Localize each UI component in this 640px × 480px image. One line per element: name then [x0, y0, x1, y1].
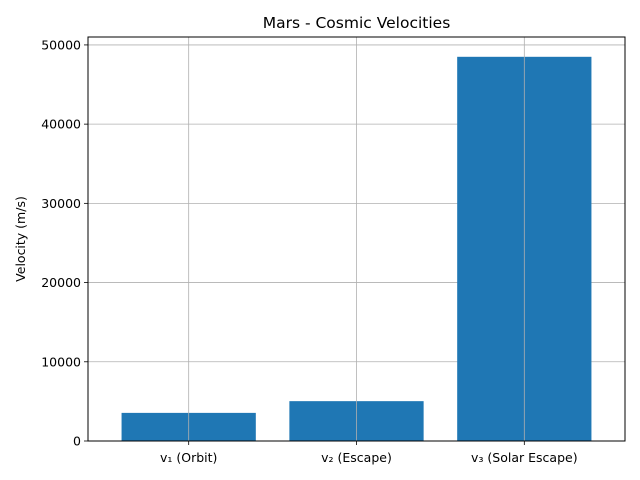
chart-title: Mars - Cosmic Velocities — [263, 14, 451, 32]
y-axis-ticks: 0 10000 20000 30000 40000 50000 — [41, 37, 88, 449]
y-tick-label: 10000 — [41, 354, 81, 369]
y-tick-label: 0 — [73, 434, 81, 449]
x-tick-label: v₁ (Orbit) — [160, 450, 217, 465]
x-tick-label: v₃ (Solar Escape) — [471, 450, 578, 465]
y-tick-label: 50000 — [41, 37, 81, 52]
y-tick-label: 20000 — [41, 275, 81, 290]
y-tick-label: 30000 — [41, 196, 81, 211]
x-grid — [188, 37, 525, 441]
x-axis-ticks: v₁ (Orbit) v₂ (Escape) v₃ (Solar Escape) — [160, 441, 578, 465]
y-axis-label: Velocity (m/s) — [13, 196, 28, 282]
y-tick-label: 40000 — [41, 117, 81, 132]
x-tick-label: v₂ (Escape) — [321, 450, 392, 465]
